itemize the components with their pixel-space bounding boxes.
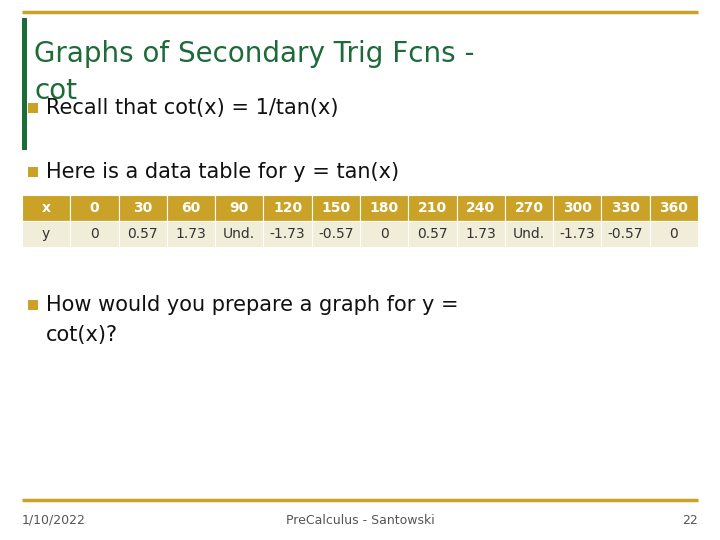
Text: cot: cot [34, 77, 77, 105]
Bar [553, 195, 601, 221]
Text: 22: 22 [683, 514, 698, 526]
Text: 120: 120 [273, 201, 302, 215]
Text: 0: 0 [379, 227, 389, 241]
Text: 0.57: 0.57 [417, 227, 448, 241]
Text: 240: 240 [466, 201, 495, 215]
Text: Und.: Und. [513, 227, 545, 241]
Bar [264, 221, 312, 247]
Bar [22, 195, 71, 221]
Bar [505, 221, 553, 247]
Bar [22, 221, 71, 247]
Text: How would you prepare a graph for y =: How would you prepare a graph for y = [46, 295, 459, 315]
Bar [215, 221, 264, 247]
Text: Graphs of Secondary Trig Fcns -: Graphs of Secondary Trig Fcns - [34, 40, 474, 68]
Text: 330: 330 [611, 201, 640, 215]
Text: -1.73: -1.73 [559, 227, 595, 241]
Bar [360, 221, 408, 247]
Text: -1.73: -1.73 [270, 227, 305, 241]
Text: 300: 300 [563, 201, 592, 215]
Text: 180: 180 [369, 201, 399, 215]
Text: Und.: Und. [223, 227, 256, 241]
Text: 1.73: 1.73 [465, 227, 496, 241]
Text: 0: 0 [89, 201, 99, 215]
Text: y: y [42, 227, 50, 241]
Text: 270: 270 [515, 201, 544, 215]
Bar [215, 195, 264, 221]
Bar [167, 221, 215, 247]
Bar [22, 18, 27, 150]
Bar [119, 221, 167, 247]
Bar [71, 221, 119, 247]
Bar [28, 300, 38, 310]
Text: 1/10/2022: 1/10/2022 [22, 514, 86, 526]
Text: -0.57: -0.57 [608, 227, 644, 241]
Text: 30: 30 [133, 201, 153, 215]
Bar [119, 195, 167, 221]
Text: -0.57: -0.57 [318, 227, 354, 241]
Bar [505, 195, 553, 221]
Bar [312, 195, 360, 221]
Text: x: x [42, 201, 50, 215]
Bar [28, 167, 38, 177]
Text: 90: 90 [230, 201, 249, 215]
Bar [553, 221, 601, 247]
Bar [456, 195, 505, 221]
Text: 360: 360 [660, 201, 688, 215]
Text: 0.57: 0.57 [127, 227, 158, 241]
Bar [264, 195, 312, 221]
Bar [408, 195, 456, 221]
Bar [71, 195, 119, 221]
Bar [649, 195, 698, 221]
Bar [601, 221, 649, 247]
Bar [312, 221, 360, 247]
Text: 1.73: 1.73 [176, 227, 207, 241]
Text: 150: 150 [321, 201, 351, 215]
Bar [408, 221, 456, 247]
Bar [649, 221, 698, 247]
Text: 60: 60 [181, 201, 201, 215]
Text: cot(x)?: cot(x)? [46, 325, 118, 345]
Bar [28, 103, 38, 113]
Text: 210: 210 [418, 201, 447, 215]
Text: Recall that cot(x) = 1/tan(x): Recall that cot(x) = 1/tan(x) [46, 98, 338, 118]
Bar [360, 195, 408, 221]
Text: 0: 0 [90, 227, 99, 241]
Bar [456, 221, 505, 247]
Text: PreCalculus - Santowski: PreCalculus - Santowski [286, 514, 434, 526]
Bar [167, 195, 215, 221]
Text: Here is a data table for y = tan(x): Here is a data table for y = tan(x) [46, 162, 399, 182]
Text: 0: 0 [670, 227, 678, 241]
Bar [601, 195, 649, 221]
